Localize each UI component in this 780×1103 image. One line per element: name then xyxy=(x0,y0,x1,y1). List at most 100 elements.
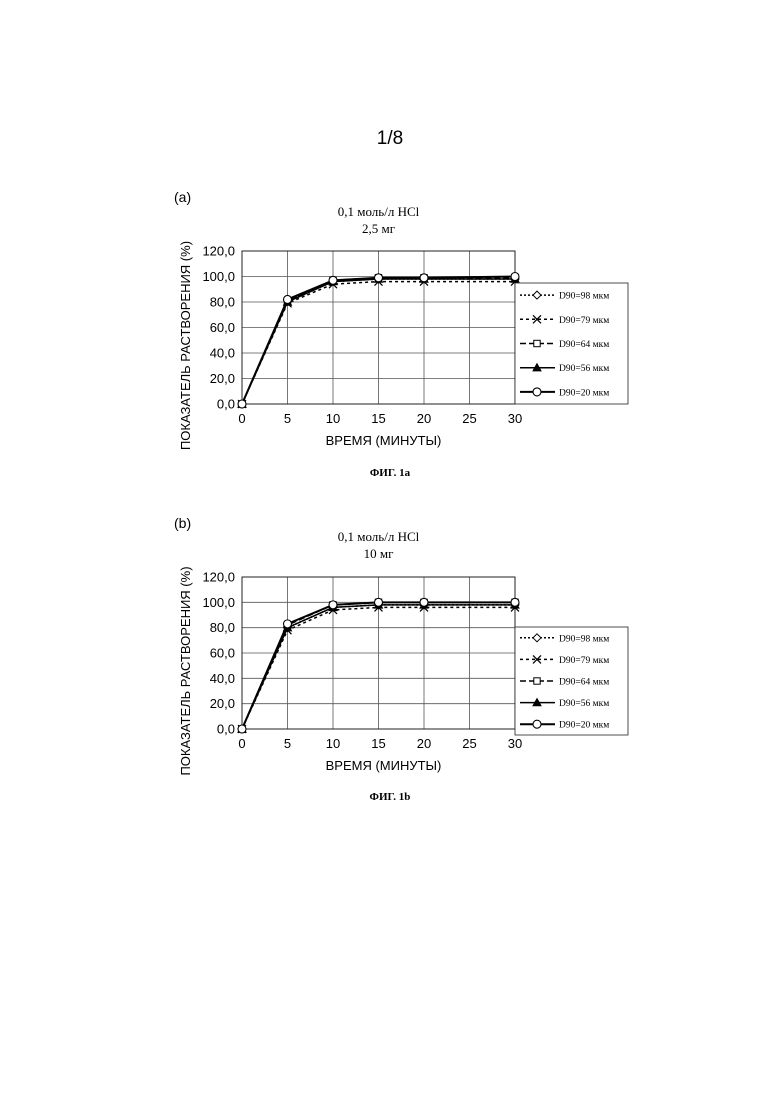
series-circle xyxy=(238,598,519,733)
x-tick-label: 15 xyxy=(371,411,385,426)
y-tick-label: 40,0 xyxy=(210,671,235,686)
series-line xyxy=(242,278,515,404)
legend-item: D90=20 мкм xyxy=(520,388,609,399)
marker-diamond xyxy=(375,275,383,283)
page-number: 1/8 xyxy=(0,128,780,150)
x-tick-label: 10 xyxy=(326,411,340,426)
marker-triangle xyxy=(238,400,246,407)
legend-item: D90=79 мкм xyxy=(520,315,609,326)
marker-diamond xyxy=(329,603,337,611)
series-triangle xyxy=(238,601,519,732)
marker-stroke xyxy=(511,603,519,611)
marker-diamond xyxy=(238,725,246,733)
marker-x xyxy=(511,278,519,286)
x-tick-label: 30 xyxy=(508,411,522,426)
x-tick-label: 20 xyxy=(417,736,431,751)
marker-x xyxy=(284,299,292,307)
series-line xyxy=(242,602,515,729)
figure-caption: ФИГ. 1a xyxy=(0,467,780,479)
plot-frame xyxy=(242,577,515,729)
marker-circle xyxy=(420,598,428,606)
marker-square xyxy=(375,599,381,605)
marker-circle xyxy=(375,598,383,606)
marker-stroke xyxy=(533,315,541,323)
marker-stroke xyxy=(420,278,428,286)
y-tick-label: 100,0 xyxy=(202,595,235,610)
marker-square xyxy=(421,599,427,605)
series-line xyxy=(242,607,515,729)
y-tick-label: 60,0 xyxy=(210,320,235,335)
marker-triangle xyxy=(511,275,519,282)
y-tick-label: 0,0 xyxy=(217,397,235,412)
marker-x xyxy=(533,315,541,323)
legend-item: D90=79 мкм xyxy=(520,655,609,666)
marker-stroke xyxy=(420,603,428,611)
series-line xyxy=(242,279,515,404)
legend-label: D90=98 мкм xyxy=(559,634,609,644)
marker-stroke xyxy=(284,626,292,634)
marker-diamond xyxy=(284,624,292,632)
marker-stroke xyxy=(329,280,337,288)
marker-circle xyxy=(375,274,383,282)
marker-diamond xyxy=(420,275,428,283)
marker-diamond xyxy=(238,400,246,408)
grid xyxy=(242,577,515,729)
marker-diamond xyxy=(284,297,292,305)
x-tick-label: 30 xyxy=(508,736,522,751)
marker-triangle xyxy=(420,275,428,282)
series-circle xyxy=(238,273,519,409)
marker-square xyxy=(239,726,245,732)
marker-stroke xyxy=(238,400,246,408)
chart-title: 0,1 моль/л HCl xyxy=(338,529,420,544)
series-line xyxy=(242,605,515,729)
plot-frame xyxy=(242,251,515,404)
legend-label: D90=64 мкм xyxy=(559,678,609,688)
x-tick-label: 25 xyxy=(462,736,476,751)
marker-x xyxy=(329,606,337,614)
marker-stroke xyxy=(533,315,541,323)
y-tick-label: 80,0 xyxy=(210,295,235,310)
legend-item: D90=20 мкм xyxy=(520,720,609,731)
series-line xyxy=(242,282,515,404)
y-tick-label: 120,0 xyxy=(202,570,235,585)
marker-stroke xyxy=(238,725,246,733)
y-tick-label: 40,0 xyxy=(210,346,235,361)
legend-label: D90=98 мкм xyxy=(559,292,609,302)
marker-stroke xyxy=(375,603,383,611)
marker-stroke xyxy=(511,278,519,286)
marker-stroke xyxy=(284,299,292,307)
legend-box xyxy=(515,283,628,404)
marker-stroke xyxy=(533,655,541,663)
marker-circle xyxy=(329,276,337,284)
series-square xyxy=(239,275,518,408)
marker-circle xyxy=(420,274,428,282)
marker-circle xyxy=(284,295,292,303)
x-tick-label: 5 xyxy=(284,411,291,426)
legend-item: D90=98 мкм xyxy=(520,291,609,302)
marker-square xyxy=(284,298,290,304)
x-axis-label: ВРЕМЯ (МИНУТЫ) xyxy=(326,433,442,448)
marker-x xyxy=(284,626,292,634)
marker-circle xyxy=(533,720,541,728)
series-line xyxy=(242,277,515,405)
series-line xyxy=(242,279,515,404)
marker-square xyxy=(512,599,518,605)
marker-stroke xyxy=(329,606,337,614)
marker-triangle xyxy=(375,275,383,282)
marker-square xyxy=(330,602,336,608)
marker-triangle xyxy=(533,699,541,706)
marker-diamond xyxy=(375,601,383,609)
y-tick-label: 60,0 xyxy=(210,646,235,661)
y-axis-label: ПОКАЗАТЕЛЬ РАСТВОРЕНИЯ (%) xyxy=(178,241,193,450)
marker-diamond xyxy=(533,291,541,299)
marker-triangle xyxy=(420,601,428,608)
marker-x xyxy=(533,655,541,663)
marker-square xyxy=(512,275,518,281)
marker-circle xyxy=(329,601,337,609)
x-tick-label: 0 xyxy=(238,411,245,426)
series-x xyxy=(238,603,519,733)
series-line xyxy=(242,602,515,729)
series-triangle xyxy=(238,275,519,407)
